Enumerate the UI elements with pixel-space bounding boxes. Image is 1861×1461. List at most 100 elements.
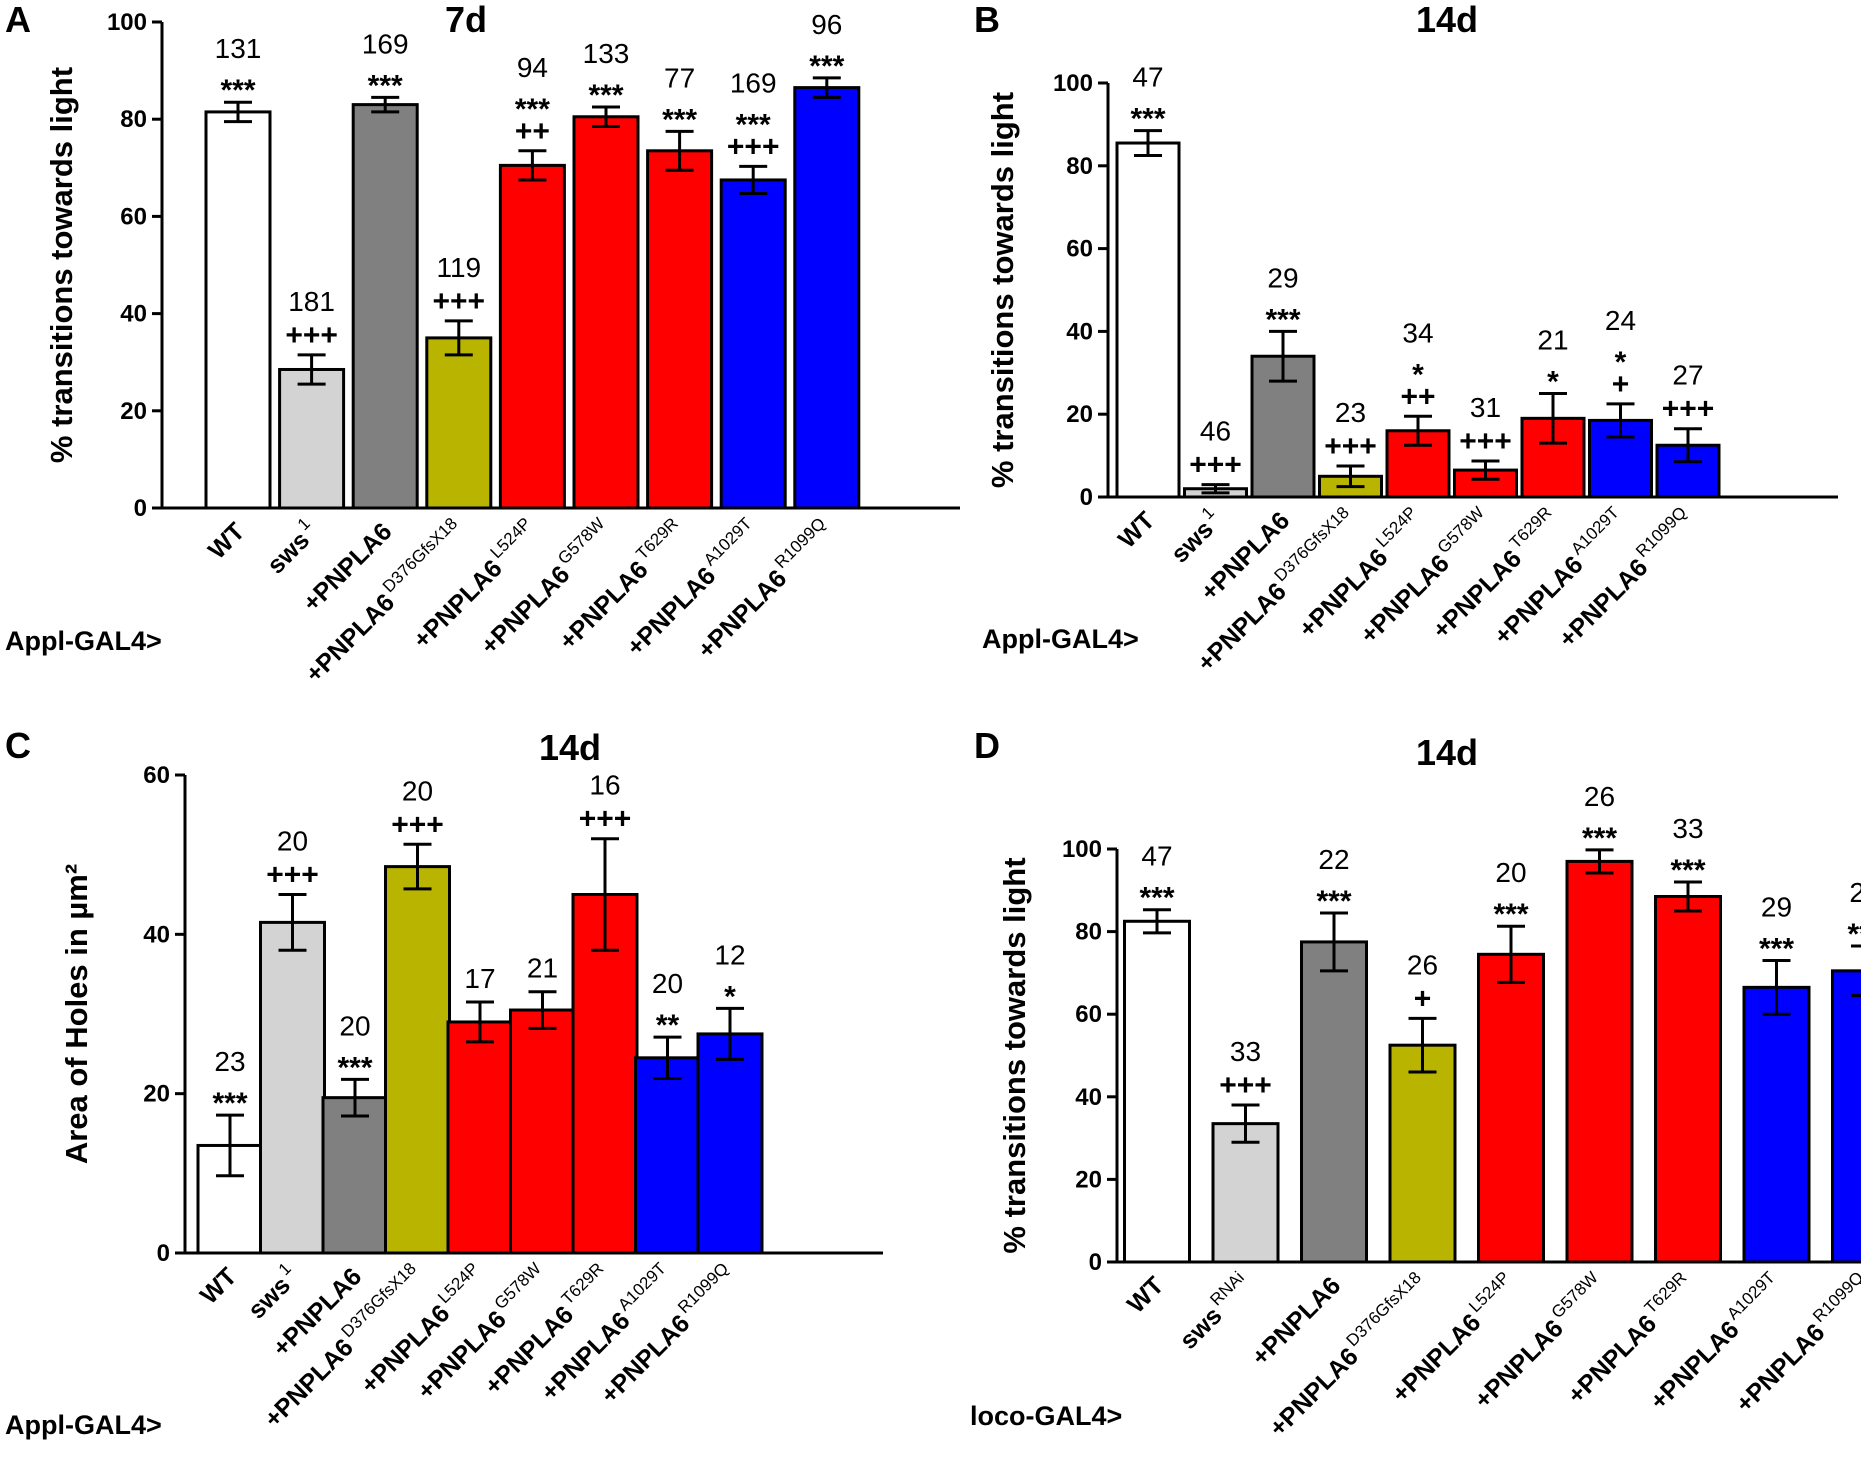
bar <box>1211 1122 1280 1264</box>
category-label: sws1 <box>1162 503 1228 569</box>
y-tick-label: 0 <box>1080 484 1093 511</box>
y-tick-label: 20 <box>143 1081 170 1108</box>
driver-label: Appl-GAL4> <box>5 626 162 656</box>
n-label: 21 <box>527 953 558 984</box>
y-tick-label: 20 <box>1075 1166 1102 1193</box>
n-label: 27 <box>1849 877 1861 908</box>
bar <box>1565 859 1634 1264</box>
significance-label: *** <box>212 1087 247 1120</box>
n-label: 24 <box>1605 305 1636 336</box>
category-label: +PNPLA6L524P <box>1290 503 1430 643</box>
n-label: 169 <box>730 67 777 98</box>
bar <box>1588 418 1653 499</box>
significance-label: *** <box>515 93 550 126</box>
n-label: 181 <box>288 286 335 317</box>
significance-label: *** <box>1670 854 1705 887</box>
panel-title: 14d <box>1416 732 1478 773</box>
significance-label: +++ <box>433 285 486 318</box>
n-label: 77 <box>664 62 695 93</box>
bar <box>384 865 451 1255</box>
bar <box>719 178 787 510</box>
y-tick-label: 60 <box>1075 1001 1102 1028</box>
significance-label: +++ <box>1662 393 1715 426</box>
n-label: 96 <box>811 9 842 40</box>
driver-label: loco-GAL4> <box>970 1401 1122 1431</box>
panel-b: B 14d 0 20 40 60 80 100 % transitions towards li… <box>974 0 1838 677</box>
bar <box>204 110 272 510</box>
panel-letter: A <box>5 0 31 40</box>
n-label: 22 <box>1318 844 1349 875</box>
n-label: 94 <box>517 52 548 83</box>
significance-label: * <box>1547 366 1559 399</box>
panel-letter: C <box>5 725 31 766</box>
n-label: 16 <box>589 770 620 801</box>
significance-label: +++ <box>266 859 319 892</box>
panel-letter: D <box>974 725 1000 766</box>
significance-label: +++ <box>285 319 338 352</box>
bar <box>278 367 346 510</box>
category-label: +PNPLA6D376GfsX18 <box>1260 1268 1434 1442</box>
significance-label: *** <box>1130 103 1165 136</box>
significance-label: *** <box>220 74 255 107</box>
y-tick-label: 0 <box>134 495 147 522</box>
bar <box>696 1032 764 1255</box>
n-label: 31 <box>1470 392 1501 423</box>
y-tick-label: 80 <box>1075 919 1102 946</box>
n-label: 131 <box>215 33 262 64</box>
y-axis-label: % transitions towards light <box>997 857 1032 1253</box>
bar <box>1115 141 1181 499</box>
n-label: 169 <box>362 28 409 59</box>
y-tick-label: 80 <box>120 106 147 133</box>
driver-label: Appl-GAL4> <box>982 624 1139 654</box>
y-tick-label: 0 <box>1089 1249 1102 1276</box>
y-tick-label: 40 <box>1066 318 1093 345</box>
n-label: 20 <box>652 968 683 999</box>
n-label: 29 <box>1761 892 1792 923</box>
bar <box>1742 985 1811 1264</box>
bar <box>259 920 326 1255</box>
bar <box>1831 969 1861 1264</box>
category-label: WT <box>1122 1271 1169 1318</box>
category-label: WT <box>203 517 250 564</box>
n-label: 26 <box>1407 949 1438 980</box>
panel-letter: B <box>974 0 1000 40</box>
significance-label: +++ <box>391 808 444 841</box>
bar <box>446 1020 514 1255</box>
n-label: 27 <box>1672 360 1703 391</box>
bar <box>646 149 714 510</box>
significance-label: * <box>1615 346 1627 379</box>
panel-d: D 14d 0 20 40 60 80 100 % transitions towards li… <box>970 725 1861 1442</box>
significance-label: *** <box>1316 885 1351 918</box>
n-label: 20 <box>339 1010 370 1041</box>
bar <box>1300 940 1368 1264</box>
significance-label: *** <box>662 103 697 136</box>
n-label: 119 <box>436 252 481 283</box>
y-tick-label: 40 <box>143 921 170 948</box>
n-label: 20 <box>402 775 433 806</box>
n-label: 34 <box>1402 317 1433 348</box>
y-tick-label: 100 <box>1053 70 1093 97</box>
n-label: 12 <box>714 939 745 970</box>
significance-label: *** <box>1582 822 1617 855</box>
panel-a: A 7d 0 20 40 60 80 100 % transitions towards lig… <box>5 0 960 688</box>
y-tick-label: 20 <box>120 398 147 425</box>
n-label: 133 <box>583 38 630 69</box>
n-label: 47 <box>1132 62 1163 93</box>
significance-label: *** <box>1139 882 1174 915</box>
significance-label: ++ <box>1400 380 1435 413</box>
n-label: 20 <box>1495 857 1526 888</box>
n-label: 17 <box>464 963 495 994</box>
y-tick-label: 60 <box>120 203 147 230</box>
n-label: 46 <box>1200 416 1231 447</box>
category-label: sws1 <box>258 514 324 580</box>
bar <box>1654 894 1722 1264</box>
bar <box>321 1096 389 1255</box>
panel-title: 7d <box>445 0 487 40</box>
bar <box>498 163 566 510</box>
bar <box>1123 919 1191 1264</box>
category-label: WT <box>195 1262 242 1309</box>
driver-label: Appl-GAL4> <box>5 1410 162 1440</box>
significance-label: + <box>1414 982 1432 1015</box>
significance-label: +++ <box>727 130 780 163</box>
